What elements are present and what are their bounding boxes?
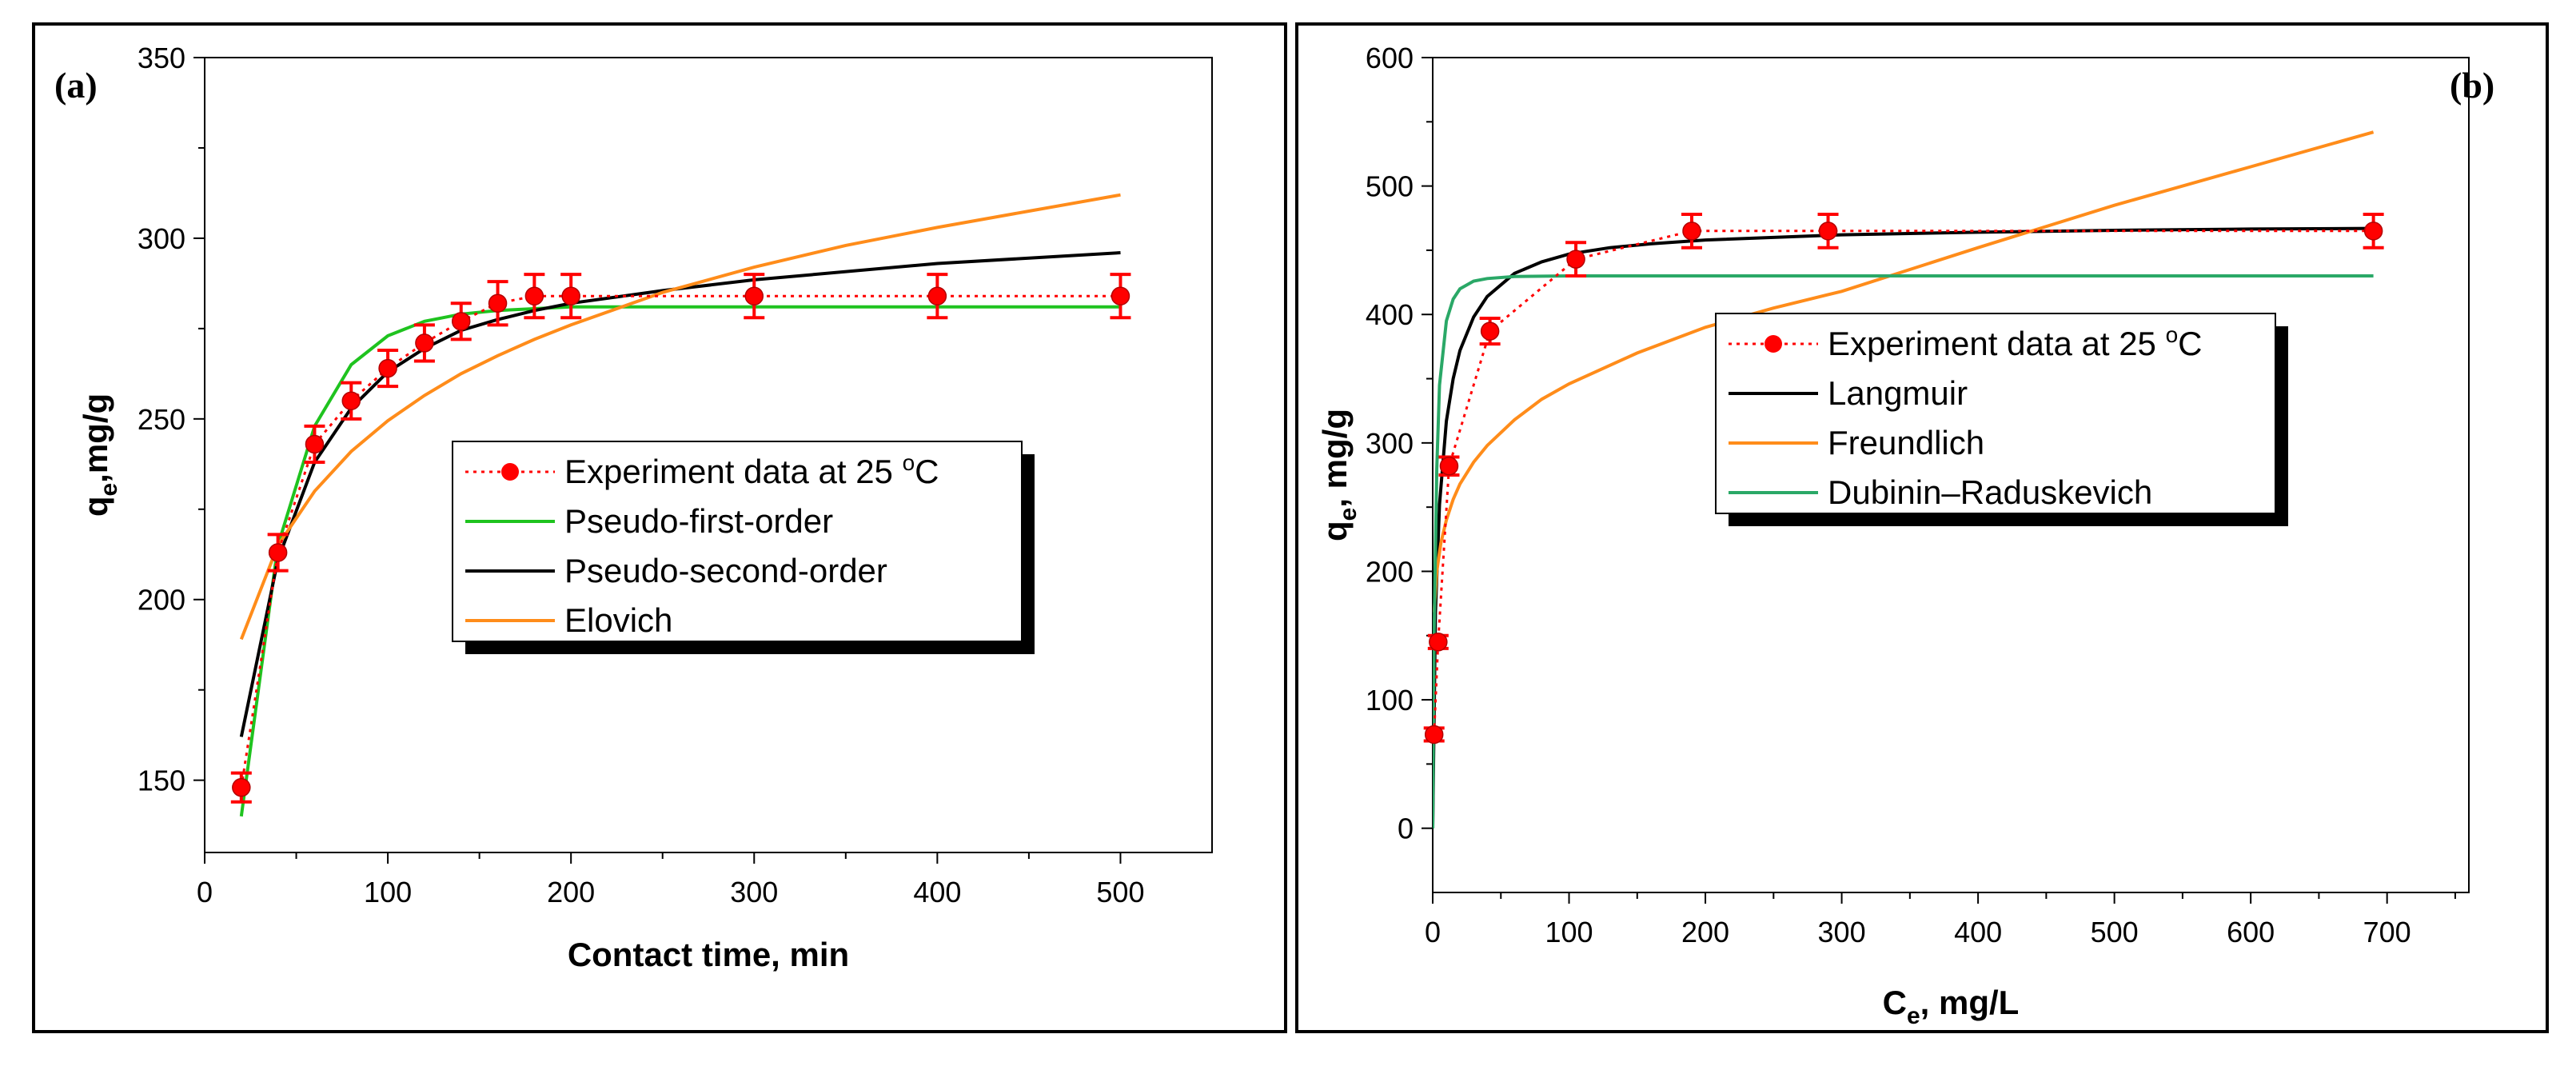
legend-label-langmuir: Langmuir — [1828, 374, 1968, 412]
experiment-point — [1818, 222, 1838, 241]
chart-panel-a: (a) 0 100 200 300 400 500 150 200 250 300 350 Contac… — [32, 22, 1287, 1033]
isotherm-chart: (b) 0 100 200 300 400 500 600 700 0 100 200 300 400 50… — [1316, 42, 2494, 1029]
y-tick-label: 150 — [138, 765, 185, 797]
series-line-pseudo-second-order — [239, 251, 1121, 737]
y-tick-label: 300 — [138, 222, 185, 255]
legend-label-elovich: Elovich — [564, 601, 672, 639]
legend-label-pseudo-second-order: Pseudo-second-order — [564, 552, 887, 589]
x-tick-label: 300 — [1818, 916, 1866, 948]
y-axis-title: qe, mg/g — [1316, 409, 1362, 541]
x-tick-label: 400 — [913, 876, 961, 908]
experiment-point — [1682, 222, 1701, 241]
experiment-point — [415, 333, 434, 353]
y-tick-label: 300 — [1366, 427, 1414, 460]
y-tick-label: 200 — [1366, 555, 1414, 588]
y-tick-label: 100 — [1366, 684, 1414, 717]
experiment-point — [524, 286, 544, 305]
series-line-dubinin-raduskevich — [1433, 274, 2374, 828]
experiment-point — [744, 286, 764, 305]
x-tick-label: 100 — [364, 876, 412, 908]
y-tick-label: 400 — [1366, 298, 1414, 331]
experiment-point — [451, 312, 471, 331]
series-line-pseudo-first-order — [239, 305, 1121, 817]
chart-panel-b: (b) 0 100 200 300 400 500 600 700 0 100 200 300 400 50… — [1295, 22, 2549, 1033]
panel-label: (a) — [54, 65, 98, 106]
legend-marker-experiment — [501, 463, 519, 481]
experiment-point — [341, 391, 361, 410]
x-tick-label: 500 — [1096, 876, 1144, 908]
y-tick-label: 500 — [1366, 170, 1414, 203]
experiment-point — [488, 293, 508, 313]
legend-label-experiment: Experiment data at 25 oC — [1828, 322, 2203, 362]
experiment-point — [1480, 321, 1500, 341]
x-tick-label: 400 — [1954, 916, 2002, 948]
experiment-point — [305, 434, 325, 454]
experiment-point — [268, 543, 288, 562]
legend-box — [452, 441, 1023, 642]
series-line-freundlich — [1433, 130, 2375, 613]
panel-label: (b) — [2450, 65, 2494, 106]
experiment-point — [1424, 725, 1444, 745]
legend-label-freundlich: Freundlich — [1828, 424, 1984, 461]
series-line-elovich — [239, 193, 1121, 641]
experiment-point — [1566, 250, 1585, 269]
y-tick-label: 350 — [138, 42, 185, 74]
legend-label-experiment: Experiment data at 25 oC — [564, 450, 939, 490]
x-tick-label: 0 — [1425, 916, 1441, 948]
y-axis-title: qe,mg/g — [77, 393, 122, 517]
experiment-point — [1439, 457, 1459, 476]
experiment-line — [1433, 230, 2374, 735]
legend-box — [1715, 313, 2276, 514]
experiment-point — [561, 286, 580, 305]
x-axis-title: Contact time, min — [568, 936, 849, 973]
legend-marker-experiment — [1765, 335, 1782, 353]
experiment-point — [378, 358, 397, 378]
x-tick-label: 100 — [1545, 916, 1593, 948]
experiment-point — [2363, 222, 2383, 241]
plot-frame — [1432, 57, 2470, 893]
x-tick-label: 200 — [1681, 916, 1729, 948]
x-tick-label: 0 — [197, 876, 213, 908]
x-tick-label: 700 — [2363, 916, 2411, 948]
x-tick-label: 300 — [730, 876, 778, 908]
y-tick-label: 200 — [138, 584, 185, 617]
x-tick-label: 600 — [2227, 916, 2275, 948]
legend-label-pseudo-first-order: Pseudo-first-order — [564, 502, 833, 540]
experiment-point — [927, 286, 947, 305]
kinetics-chart: (a) 0 100 200 300 400 500 150 200 250 300 350 Contac… — [54, 42, 1213, 973]
experiment-point — [1429, 633, 1448, 652]
experiment-point — [1111, 286, 1130, 305]
legend-label-dubinin-raduskevich: Dubinin–Raduskevich — [1828, 473, 2152, 511]
x-axis-title: Ce, mg/L — [1883, 984, 2020, 1029]
series-line-langmuir — [1433, 226, 2374, 828]
y-tick-label: 250 — [138, 403, 185, 436]
y-tick-label: 600 — [1366, 42, 1414, 74]
experiment-point — [232, 777, 251, 797]
x-tick-label: 500 — [2091, 916, 2139, 948]
x-tick-label: 200 — [547, 876, 595, 908]
y-tick-label: 0 — [1398, 812, 1414, 845]
plot-frame — [204, 57, 1213, 853]
